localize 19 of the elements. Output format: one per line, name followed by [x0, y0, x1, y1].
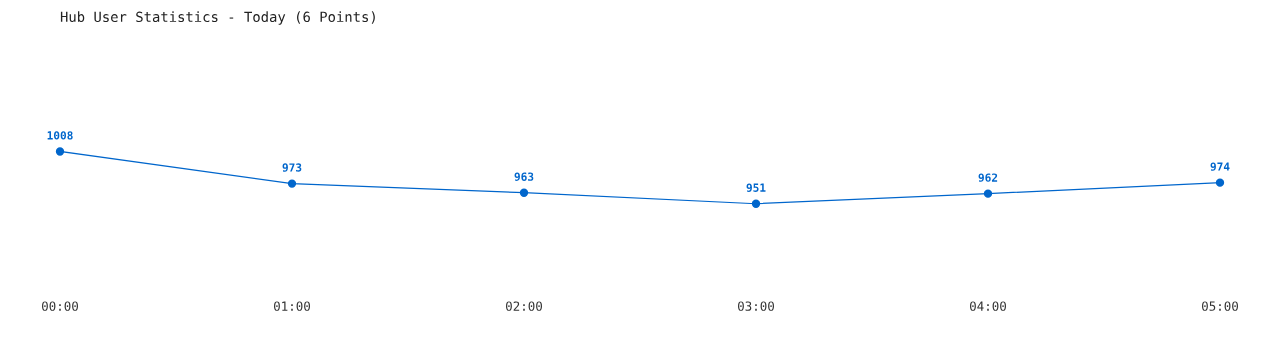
data-label: 973: [282, 163, 302, 172]
x-tick-label: 02:00: [506, 301, 542, 311]
point: [287, 179, 297, 188]
data-label: 974: [1210, 162, 1230, 171]
data-label: 1008: [47, 131, 73, 140]
data-label: 951: [746, 183, 766, 192]
x-tick-label: 03:00: [738, 301, 774, 311]
point: [983, 189, 993, 198]
x-tick-label: 05:00: [1202, 301, 1238, 311]
x-tick-label: 00:00: [42, 301, 78, 311]
point: [751, 199, 761, 208]
x-tick-label: 04:00: [970, 301, 1006, 311]
point: [519, 188, 529, 197]
data-label: 962: [978, 173, 998, 182]
point: [55, 147, 65, 156]
data-label: 963: [514, 172, 534, 181]
point: [1215, 178, 1225, 187]
x-tick-label: 01:00: [274, 301, 310, 311]
chart-title: Hub User Statistics - Today (6 Points): [60, 11, 375, 25]
